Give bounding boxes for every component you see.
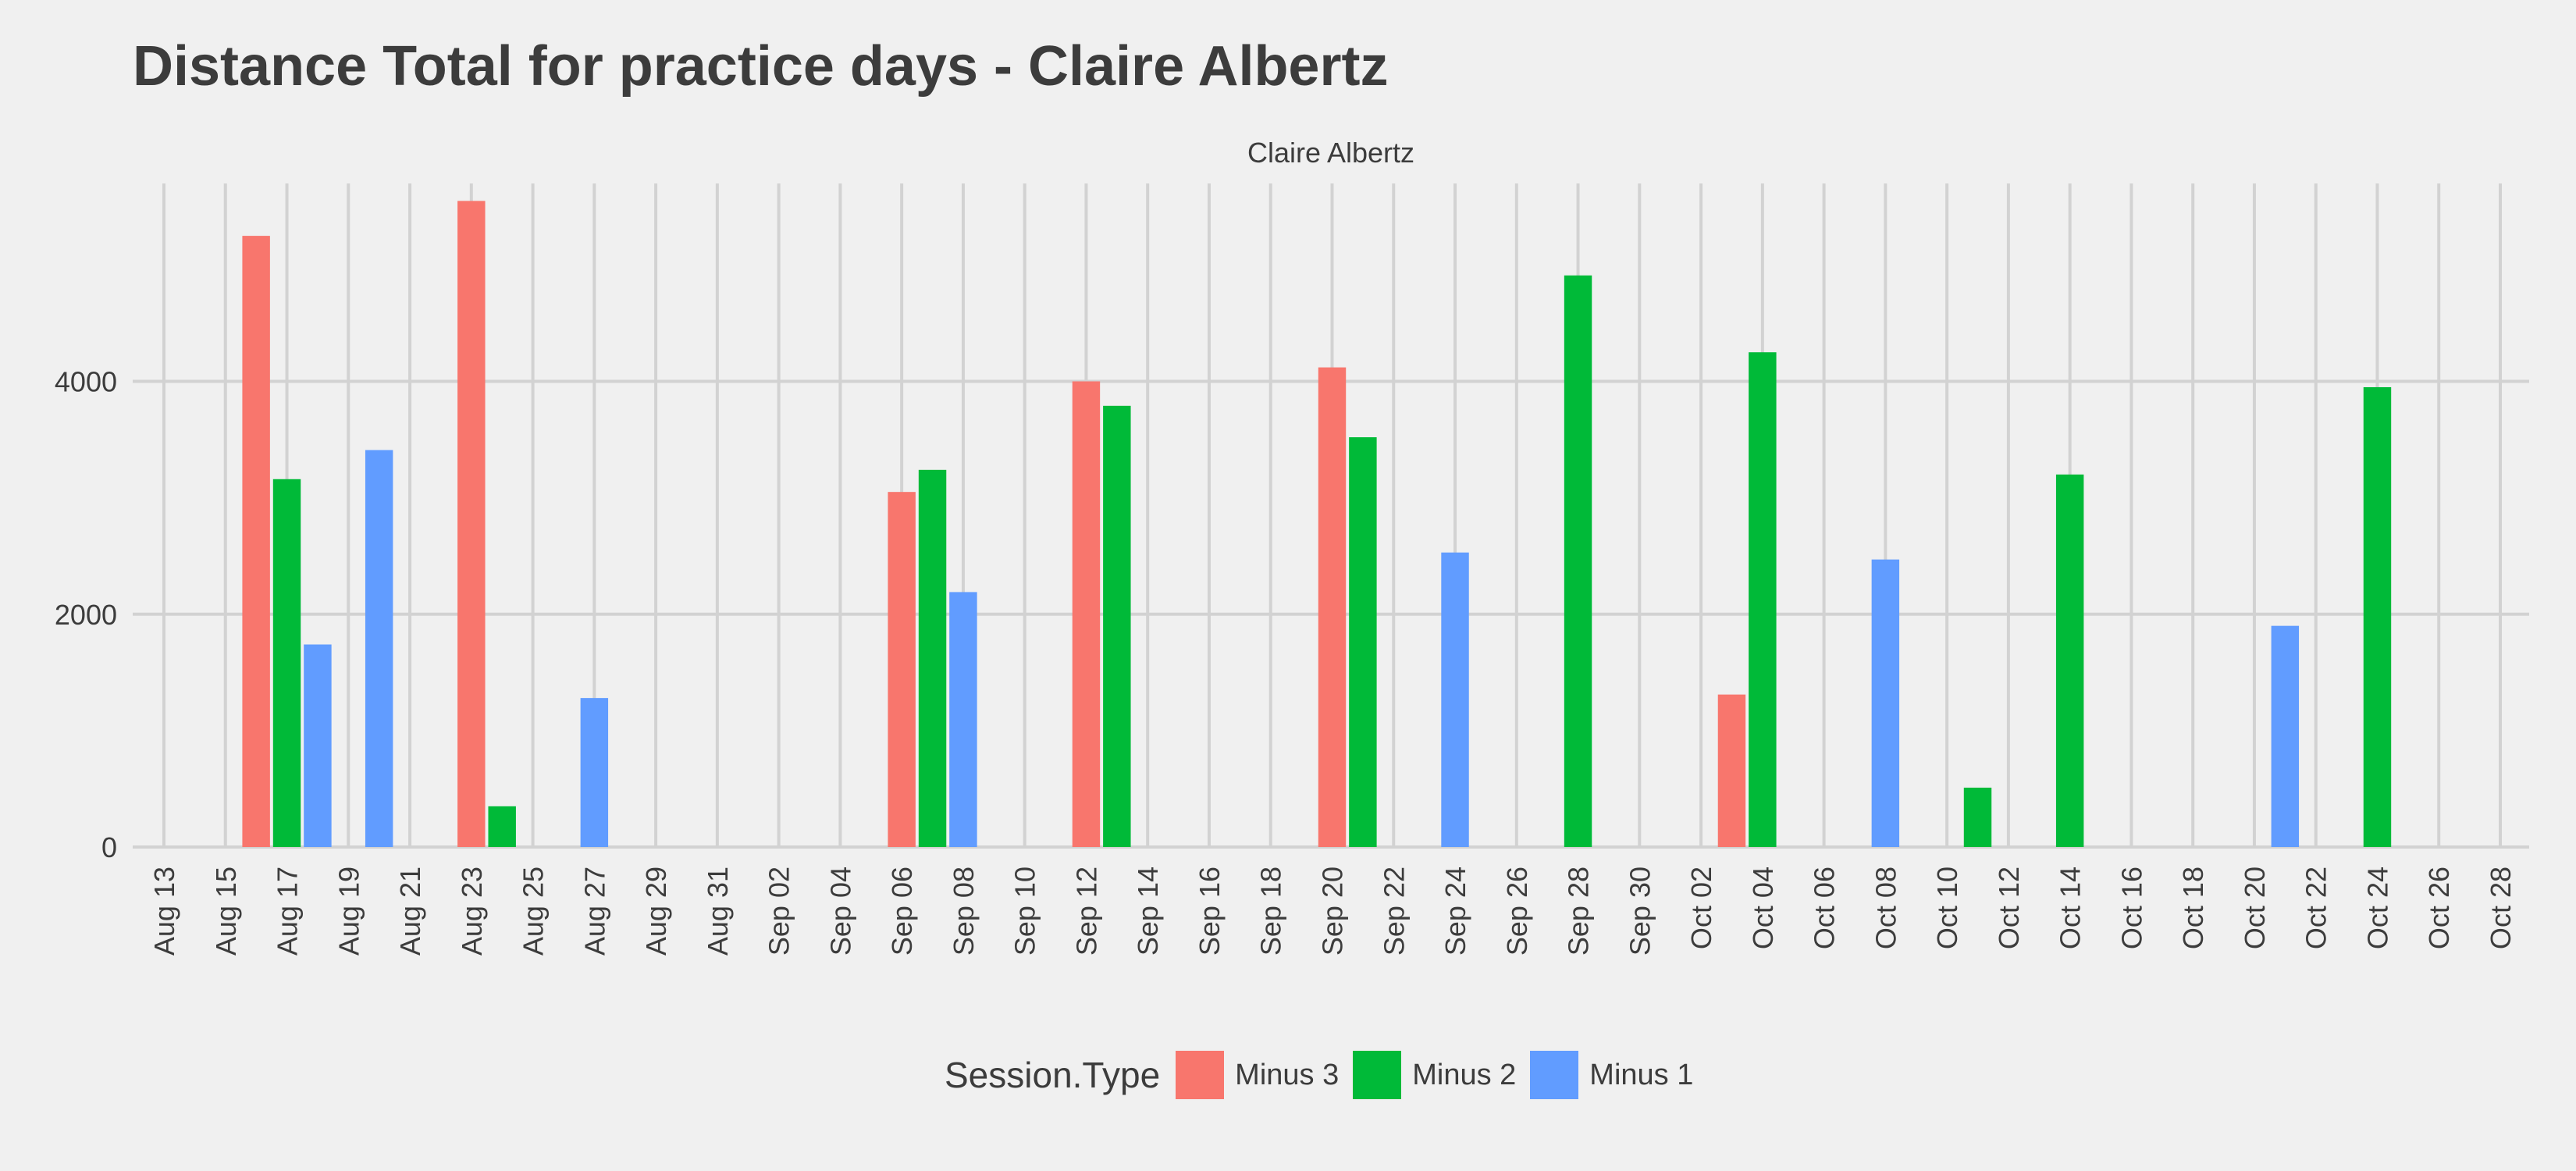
x-tick-label: Oct 08 [1870, 867, 1902, 949]
x-tick-label: Oct 26 [2423, 867, 2455, 949]
bar-minus-1 [365, 450, 393, 847]
legend-item-minus-2: Minus 2 [1353, 1051, 1516, 1099]
x-tick-label: Aug 29 [640, 867, 672, 956]
y-axis: 0 2000 4000 [55, 366, 117, 863]
x-tick-label: Sep 02 [763, 867, 795, 956]
facet-label: Claire Albertz [1247, 137, 1414, 169]
x-tick-label: Aug 13 [148, 867, 180, 956]
bars-layer [242, 201, 2392, 848]
legend-swatch-minus-3 [1176, 1051, 1225, 1099]
x-axis: Aug 13 Aug 15 Aug 17 Aug 19 Aug 21 Aug 23 Aug … [148, 867, 2517, 956]
bar-minus-1 [1871, 559, 1900, 847]
x-tick-label: Sep 12 [1070, 867, 1102, 956]
x-tick-label: Oct 22 [2300, 867, 2332, 949]
y-tick-label: 2000 [55, 599, 117, 631]
bar-minus-2 [1963, 787, 1992, 847]
x-tick-label: Aug 31 [702, 867, 734, 956]
x-tick-label: Oct 20 [2239, 867, 2271, 949]
x-tick-label: Sep 20 [1317, 867, 1349, 956]
x-tick-label: Oct 12 [1993, 867, 2025, 949]
x-tick-label: Aug 25 [518, 867, 550, 956]
x-tick-label: Aug 19 [333, 867, 365, 956]
x-tick-label: Oct 10 [1931, 867, 1963, 949]
x-tick-label: Sep 16 [1194, 867, 1226, 956]
legend-label-minus-3: Minus 3 [1235, 1058, 1340, 1091]
chart-title: Distance Total for practice days - Clair… [133, 35, 1389, 98]
bar-minus-1 [949, 592, 977, 847]
x-tick-label: Oct 04 [1747, 867, 1779, 949]
bar-minus-2 [272, 479, 301, 847]
bar-minus-3 [1072, 381, 1101, 847]
x-tick-label: Oct 24 [2361, 867, 2393, 949]
x-tick-label: Sep 14 [1132, 867, 1164, 956]
bar-minus-2 [1349, 437, 1377, 847]
legend-title: Session.Type [945, 1055, 1161, 1095]
x-tick-label: Sep 18 [1255, 867, 1287, 956]
bar-minus-3 [888, 492, 916, 847]
x-tick-label: Sep 08 [948, 867, 980, 956]
bar-minus-3 [1717, 694, 1746, 847]
legend-swatch-minus-1 [1530, 1051, 1579, 1099]
x-tick-label: Oct 06 [1809, 867, 1841, 949]
bar-minus-3 [1318, 367, 1347, 848]
x-tick-label: Oct 16 [2115, 867, 2147, 949]
x-tick-label: Sep 04 [824, 867, 856, 956]
x-tick-label: Oct 02 [1685, 867, 1717, 949]
bar-minus-2 [918, 469, 947, 847]
bar-minus-3 [242, 236, 270, 848]
bar-minus-1 [304, 644, 332, 847]
legend: Session.Type Minus 3 Minus 2 Minus 1 [945, 1048, 1707, 1102]
bar-minus-2 [2363, 386, 2392, 847]
x-tick-label: Sep 26 [1501, 867, 1533, 956]
bar-minus-1 [2271, 625, 2300, 847]
y-tick-label: 4000 [55, 366, 117, 398]
bar-minus-2 [1103, 405, 1131, 847]
x-tick-label: Oct 28 [2485, 867, 2517, 949]
x-tick-label: Sep 10 [1009, 867, 1041, 956]
x-tick-label: Aug 23 [456, 867, 488, 956]
x-tick-label: Sep 24 [1439, 867, 1471, 956]
x-tick-label: Aug 21 [394, 867, 426, 956]
bar-minus-3 [457, 201, 486, 847]
y-tick-label: 0 [101, 831, 117, 863]
x-tick-label: Oct 14 [2055, 867, 2087, 949]
bar-minus-1 [1441, 552, 1469, 847]
x-tick-label: Sep 30 [1624, 867, 1656, 956]
x-tick-label: Sep 06 [886, 867, 918, 956]
x-tick-label: Aug 27 [578, 867, 610, 956]
legend-item-minus-1: Minus 1 [1530, 1051, 1693, 1099]
legend-swatch-minus-2 [1353, 1051, 1402, 1099]
legend-label-minus-2: Minus 2 [1412, 1058, 1517, 1091]
bar-minus-1 [580, 698, 609, 847]
x-tick-label: Oct 18 [2177, 867, 2209, 949]
bar-minus-2 [1564, 275, 1592, 847]
legend-label-minus-1: Minus 1 [1589, 1058, 1694, 1091]
bar-minus-2 [1749, 352, 1777, 848]
bar-minus-2 [488, 806, 516, 847]
bar-minus-2 [2055, 474, 2084, 847]
x-tick-label: Sep 28 [1563, 867, 1595, 956]
x-tick-label: Aug 17 [272, 867, 304, 956]
x-tick-label: Sep 22 [1378, 867, 1410, 956]
legend-item-minus-3: Minus 3 [1176, 1051, 1339, 1099]
x-tick-label: Aug 15 [210, 867, 242, 956]
